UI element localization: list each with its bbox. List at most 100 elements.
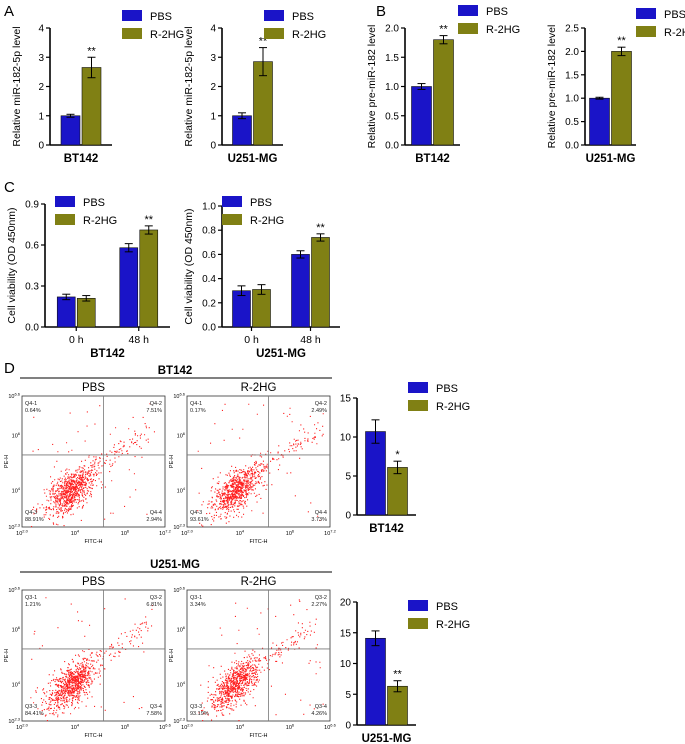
tick-base: 10: [121, 531, 127, 537]
y-tick-label: 1: [38, 111, 44, 122]
tick-exp: 2.0: [187, 529, 193, 534]
y-tick-label: 106: [12, 625, 21, 634]
y-tick-label: 15: [340, 394, 352, 405]
y-tick-label: 10: [340, 659, 352, 670]
legend-swatch-1: [264, 28, 284, 39]
tick-base: 10: [173, 588, 179, 594]
significance-label: **: [393, 669, 402, 681]
significance-label: *: [395, 449, 400, 461]
legend-label-1: R-2HG: [83, 215, 117, 227]
y-tick-label: 1.0: [202, 202, 216, 213]
bar-r-2hg: [76, 297, 96, 328]
significance-label: **: [439, 24, 448, 36]
tick-exp: 4: [183, 680, 186, 685]
y-tick-label: 2: [38, 82, 44, 93]
quadrant-label: Q3-3: [190, 704, 202, 710]
y-tick-label: 2.5: [565, 24, 579, 35]
quadrant-label: 0.17%: [190, 408, 206, 414]
tick-exp: 6: [183, 625, 186, 630]
tick-exp: 4: [77, 529, 80, 534]
legend-label-1: R-2HG: [486, 24, 520, 36]
quadrant-label: 2.49%: [311, 408, 327, 414]
bar-r-2hg: [311, 237, 330, 328]
x-tick-label: 0 h: [244, 334, 259, 346]
tick-base: 10: [181, 531, 187, 537]
legend-label-1: R-2HG: [436, 401, 470, 413]
y-tick-label: 5: [345, 472, 351, 483]
chart-c2: 0.0 0.2 0.4 0.6 0.8 1.0 Cell viability (OD 450…: [183, 196, 340, 360]
dot-plot-pbs: PBS Q3-11.21% Q3-26.81% Q3-384.41% Q3-47.58%…: [4, 576, 172, 739]
bar-r-2hg: [139, 229, 159, 328]
quadrant-label: 7.51%: [146, 408, 162, 414]
tick-exp: 2.3: [14, 523, 20, 528]
y-tick-label: 0.9: [25, 200, 39, 211]
quadrant-label: Q3-2: [150, 595, 162, 601]
y-tick-label: 20: [340, 598, 352, 609]
bar-r-2hg: [252, 289, 271, 328]
chart-title: U251-MG: [256, 348, 306, 360]
bar-pbs: [56, 296, 76, 328]
bar-pbs: [365, 431, 386, 516]
quadrant-label: 93.61%: [190, 517, 209, 523]
significance-label: **: [259, 36, 268, 48]
tick-exp: 6: [18, 431, 21, 436]
x-tick-label: 106.6: [159, 723, 171, 732]
quadrant-label: 1.21%: [25, 602, 41, 608]
plot-frame: [21, 395, 166, 528]
panel-label-c: C: [4, 179, 15, 196]
tick-exp: 6: [18, 625, 21, 630]
quadrant-label: 4.26%: [311, 711, 327, 717]
bar-pbs: [291, 254, 310, 328]
tick-exp: 6: [292, 723, 295, 728]
legend-label-0: PBS: [292, 11, 314, 23]
tick-base: 10: [181, 725, 187, 731]
y-tick-label: 102.3: [173, 717, 185, 726]
legend-swatch-0: [122, 10, 142, 21]
y-tick-label: 0.6: [202, 250, 216, 261]
y-axis-label: Relative miR-182-5p level: [183, 26, 195, 146]
tick-base: 10: [8, 394, 14, 400]
quadrant-label: 88.91%: [25, 517, 44, 523]
x-tick-label: 102.0: [181, 529, 193, 538]
y-tick-label: 2.0: [565, 47, 579, 58]
y-tick-label: 102.3: [8, 523, 20, 532]
quadrant-label: 84.41%: [25, 711, 44, 717]
tick-exp: 2.0: [22, 529, 28, 534]
bar-pbs: [411, 86, 432, 146]
charts-layer: 0 1 2 3 4 Relative miR-182-5p level ** BT142 PBS…: [6, 5, 685, 744]
dot-plot-label: PBS: [82, 382, 105, 394]
legend-label-1: R-2HG: [664, 27, 685, 39]
y-tick-label: 3: [210, 53, 216, 64]
y-axis-label: Cell viability (OD 450nm): [6, 207, 18, 323]
tick-base: 10: [236, 725, 242, 731]
dot-plot-label: R-2HG: [241, 382, 277, 394]
chart-d2: 05101520Apoptosis cell (%)**U251-MGPBSR-…: [318, 598, 470, 744]
y-tick-label: 10: [340, 433, 352, 444]
legend-label-0: PBS: [664, 9, 685, 21]
tick-exp: 4: [242, 723, 245, 728]
tick-exp: 2.3: [179, 717, 185, 722]
y-tick-label: 106: [12, 431, 21, 440]
tick-base: 10: [71, 531, 77, 537]
y-axis-name: PE-H: [169, 455, 175, 468]
bar-pbs: [589, 97, 610, 146]
tick-exp: 6.6: [14, 586, 20, 591]
tick-base: 10: [286, 531, 292, 537]
legend-label-1: R-2HG: [250, 215, 284, 227]
tick-base: 10: [177, 627, 183, 633]
legend-swatch-0: [636, 8, 656, 19]
significance-label: **: [316, 222, 325, 234]
bar-pbs: [232, 290, 251, 328]
legend-swatch-1: [636, 26, 656, 37]
legend-swatch-0: [55, 196, 75, 207]
quadrant-label: Q4-1: [190, 401, 202, 407]
bar-pbs: [232, 115, 252, 146]
x-axis-name: FITC-H: [84, 733, 102, 739]
bar-r-2hg: [81, 67, 102, 146]
tick-base: 10: [8, 719, 14, 725]
legend-swatch-1: [55, 214, 75, 225]
bar-pbs: [365, 637, 386, 726]
tick-base: 10: [324, 725, 330, 731]
y-axis-name: PE-H: [4, 455, 10, 468]
quadrant-label: 7.58%: [146, 711, 162, 717]
